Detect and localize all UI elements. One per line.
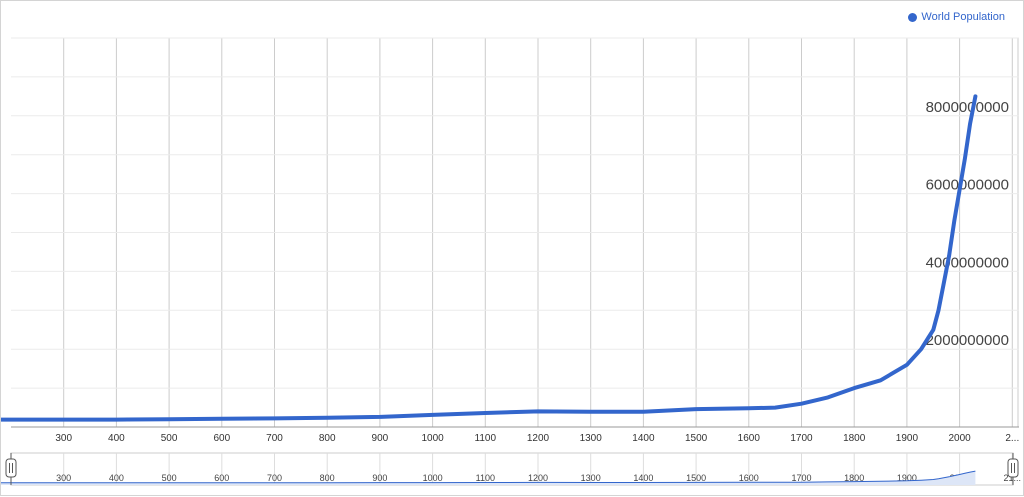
navigator-tick-label: 1400 [633,473,653,483]
navigator-line [1,470,976,484]
navigator-tick-label: 1000 [423,473,443,483]
x-tick-label: 300 [55,433,72,444]
x-tick-label: 900 [372,433,389,444]
x-tick-label: 1200 [527,433,550,444]
x-tick-label: 1000 [421,433,444,444]
grid-lines [11,37,1019,428]
range-handle-left[interactable] [5,458,17,478]
y-axis-ticks: 2000000000 4000000000 6000000000 8000000000 [926,99,1009,349]
legend-label: World Population [921,11,1005,23]
x-tick-label: 1100 [475,433,497,444]
x-tick-label: 500 [161,433,178,444]
y-tick-label: 8000000000 [926,99,1009,116]
navigator-tick-label: 500 [162,473,177,483]
x-tick-label: 800 [319,433,336,444]
x-tick-label: 1400 [632,433,655,444]
navigator-tick-label: 600 [214,473,229,483]
navigator-tick-label: 800 [320,473,335,483]
x-tick-label: 1900 [896,433,919,444]
navigator-area [1,471,976,485]
navigator-tick-label: 700 [267,473,282,483]
navigator-tick-label: 1300 [581,473,601,483]
x-tick-label: 1700 [790,433,813,444]
x-tick-label: 1500 [685,433,708,444]
x-axis-ticks: 300 400 500 600 700 800 900 1000 1100 1200 1300 140… [55,433,1019,444]
x-tick-label: 600 [213,433,230,444]
navigator-tick-label: 1800 [844,473,864,483]
x-tick-label: 1800 [843,433,866,444]
x-tick-label: 1300 [580,433,603,444]
line-series [1,94,978,422]
range-navigator[interactable]: 300 400 500 600 700 800 900 1000 1100 1200 1300 140… [1,452,1022,486]
x-tick-label: 400 [108,433,125,444]
navigator-tick-label: 1500 [686,473,706,483]
series-line [1,94,978,422]
navigator-tick-label: 1100 [476,473,495,483]
navigator-tick-label: 900 [372,473,387,483]
y-tick-label: 4000000000 [926,254,1009,271]
range-handle-right[interactable] [1007,458,1019,478]
navigator-tick-label: 1700 [791,473,811,483]
x-tick-label: 700 [266,433,283,444]
navigator-tick-label: 300 [56,473,71,483]
navigator-tick-label: 1600 [739,473,759,483]
navigator-tick-label: 400 [109,473,124,483]
legend-dot-icon [908,12,918,22]
x-tick-label: 2... [1005,433,1019,444]
y-tick-label: 2000000000 [926,332,1009,349]
navigator-tick-label: 1900 [897,473,917,483]
y-tick-label: 6000000000 [926,177,1009,194]
legend[interactable]: World Population [908,11,1005,23]
navigator-tick-label: 1200 [528,473,548,483]
x-tick-label: 1600 [738,433,761,444]
x-tick-label: 2000 [948,433,971,444]
navigator-tick-label: 21... [1004,473,1022,483]
